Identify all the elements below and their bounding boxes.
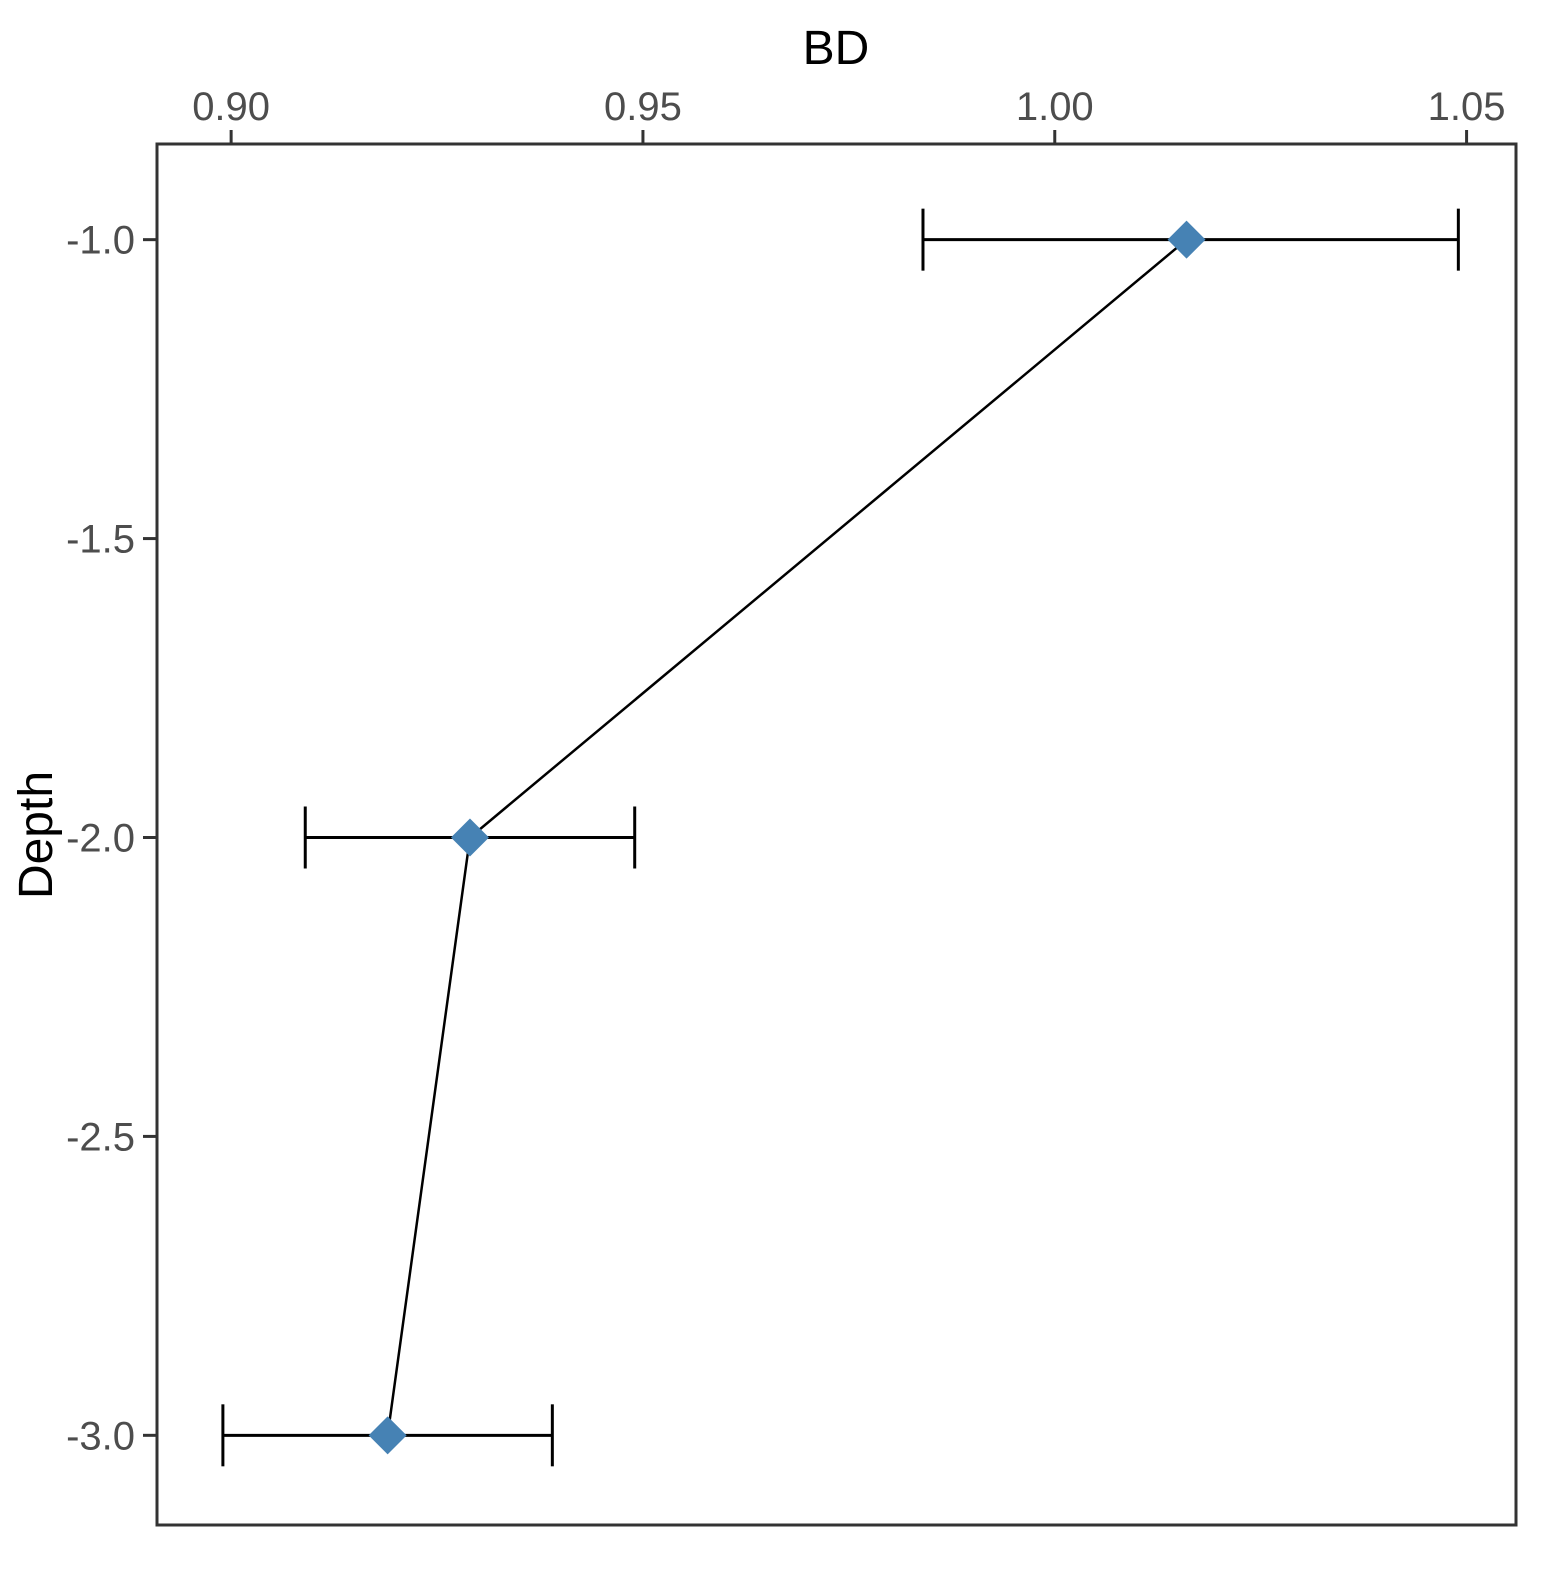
y-tick-label: -2.0 — [66, 816, 135, 860]
y-tick-label: -1.0 — [66, 219, 135, 263]
y-tick-label: -3.0 — [66, 1414, 135, 1458]
data-point-diamond — [368, 1416, 407, 1455]
y-axis-left: -1.0 -1.5 -2.0 -2.5 -3.0 — [66, 219, 157, 1458]
x-tick-label: 0.95 — [604, 85, 682, 129]
y-tick-label: -1.5 — [66, 518, 135, 562]
x-tick-label: 1.05 — [1428, 85, 1506, 129]
plot-marks — [221, 208, 1460, 1467]
x-tick-label: 1.00 — [1016, 85, 1094, 129]
x-tick-label: 0.90 — [192, 85, 270, 129]
panel-border — [155, 142, 1518, 1527]
y-tick-label: -2.5 — [66, 1115, 135, 1159]
x-axis-top: 0.90 0.95 1.00 1.05 — [192, 85, 1506, 144]
x-axis-title: BD — [803, 22, 870, 75]
data-point-diamond — [450, 818, 489, 857]
data-point-diamond — [1167, 220, 1206, 259]
y-axis-title: Depth — [10, 771, 63, 899]
